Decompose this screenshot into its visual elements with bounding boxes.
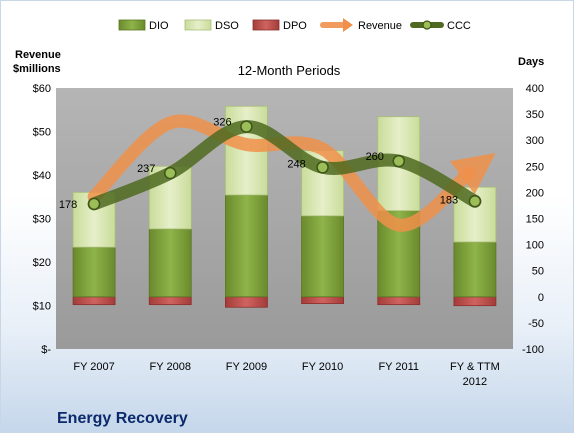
left-tick-label: $40 [33,170,51,182]
legend-label-ccc: CCC [447,20,471,32]
left-axis-label-line1: Revenue [15,49,61,61]
bar-dio [72,246,116,298]
ccc-data-label: 178 [59,199,77,211]
legend-label-revenue: Revenue [358,20,402,32]
ccc-points-layer [87,120,482,211]
legend: DIO DSO DPO Revenue CCC [118,18,471,32]
ccc-point [392,154,405,168]
ccc-point [468,195,482,208]
right-tick-label: -50 [528,318,544,330]
right-tick-label: 100 [526,240,544,252]
ccc-data-label: 183 [440,194,458,206]
ccc-point [316,161,329,174]
x-tick-label: FY 2007 [73,361,114,373]
bar-dpo [72,296,116,306]
left-tick-label: $60 [33,83,51,95]
plot-area [56,88,513,349]
legend-swatch-dso [184,19,212,31]
legend-swatch-dio [118,19,146,31]
legend-swatch-dpo [252,19,280,31]
chart-title: 12-Month Periods [238,63,341,78]
left-axis-ticks: $- $10 $20 $30 $40 $50 $60 [33,83,52,356]
bars-layer [72,105,497,308]
ccc-data-label: 248 [287,158,305,170]
right-tick-label: 400 [526,83,544,95]
legend-marker-ccc [422,20,432,30]
bar-dpo [148,296,192,306]
right-tick-label: 350 [526,109,544,121]
right-tick-label: 0 [538,292,544,304]
ccc-data-label: 326 [213,117,231,129]
x-tick-label: FY 2011 [378,361,419,373]
bar-dpo [377,296,421,306]
right-axis-ticks: -100 -50 0 50 100 150 200 250 300 350 400 [522,83,544,356]
right-tick-label: 250 [526,161,544,173]
legend-label-dso: DSO [215,20,239,32]
ccc-data-label: 237 [137,163,155,175]
right-tick-label: 150 [526,214,544,226]
left-axis-label-line2: $millions [13,63,61,75]
right-tick-label: 50 [532,266,544,278]
ccc-point [164,166,177,180]
bar-dio [453,241,497,298]
ccc-data-labels: 178 237 326 248 260 183 [59,117,458,211]
right-tick-label: 300 [526,135,544,147]
right-tick-label: -100 [522,344,544,356]
legend-arrowhead-revenue [343,18,353,32]
bar-dio [225,194,268,298]
x-tick-label: FY 2010 [302,361,343,373]
ccc-data-label: 260 [366,151,384,163]
bar-dio [301,215,344,298]
left-tick-label: $50 [33,127,51,139]
right-axis-label: Days [518,56,544,68]
bar-dio [148,228,192,298]
left-tick-label: $20 [33,257,51,269]
x-tick-label: FY 2008 [150,361,191,373]
left-tick-label: $10 [33,301,51,313]
right-tick-label: 200 [526,187,544,199]
company-name: Energy Recovery [57,410,188,427]
left-tick-label: $- [41,344,51,356]
bar-dpo [301,296,344,304]
x-tick-label: FY & TTM [450,361,500,373]
ccc-series-line [87,120,482,211]
bar-dpo [225,296,268,308]
left-tick-label: $30 [33,214,51,226]
legend-label-dpo: DPO [283,20,307,32]
ccc-point [240,120,253,133]
legend-label-dio: DIO [149,20,169,32]
bar-dpo [453,296,497,307]
ccc-point [87,197,101,211]
x-tick-label: 2012 [463,376,487,388]
x-tick-label: FY 2009 [226,361,267,373]
x-axis-ticks: FY 2007 FY 2008 FY 2009 FY 2010 FY 2011 FY & … [73,361,499,388]
